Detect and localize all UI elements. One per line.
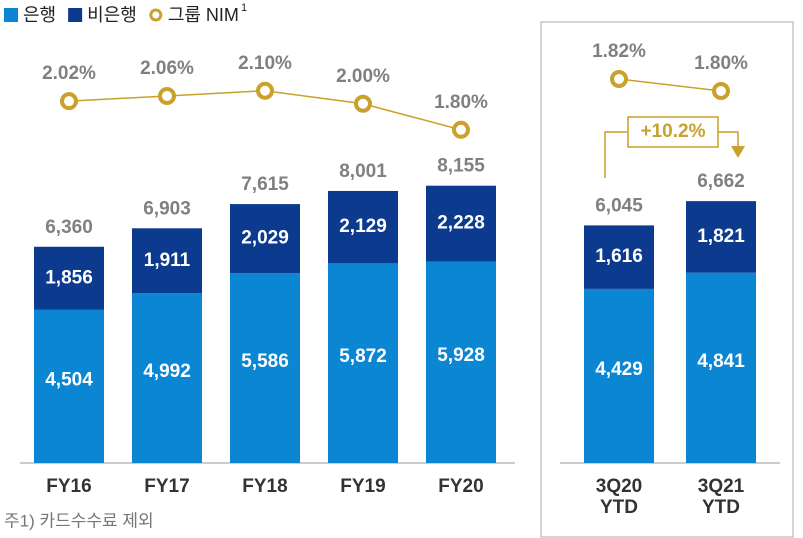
legend-swatch xyxy=(68,8,83,22)
x-tick-label: 3Q21 YTD xyxy=(698,476,745,518)
value-label: 5,586 xyxy=(241,351,289,372)
bar xyxy=(328,263,398,463)
value-label: 5,872 xyxy=(339,346,387,367)
x-tick-label: FY18 xyxy=(242,476,287,497)
x-tick-label: FY19 xyxy=(340,476,385,497)
legend-label: 그룹 NIM xyxy=(168,5,239,25)
bracket xyxy=(604,131,628,178)
total-label: 8,155 xyxy=(437,156,485,177)
bar xyxy=(230,273,300,463)
bar xyxy=(584,225,654,289)
bar xyxy=(34,309,104,463)
bar xyxy=(426,185,496,262)
bar xyxy=(328,190,398,264)
nim-label: 1.80% xyxy=(694,53,748,74)
total-label: 6,903 xyxy=(143,198,191,219)
value-label: 4,841 xyxy=(697,351,745,372)
nim-label: 1.82% xyxy=(592,41,646,62)
total-label: 6,045 xyxy=(595,195,643,216)
nim-label: 2.02% xyxy=(42,63,96,84)
legend-swatch xyxy=(149,8,163,22)
panel-frame xyxy=(540,21,794,538)
nim-marker xyxy=(158,86,176,105)
arrow-head xyxy=(731,146,745,158)
legend-note: 1 xyxy=(241,2,247,14)
value-label: 1,911 xyxy=(144,250,191,271)
nim-marker xyxy=(452,120,470,139)
x-tick-label: FY20 xyxy=(438,476,483,497)
value-label: 1,856 xyxy=(45,267,93,288)
value-label: 4,504 xyxy=(45,369,93,390)
x-tick-label: FY16 xyxy=(46,476,91,497)
nim-label: 2.06% xyxy=(140,58,194,79)
value-label: 1,616 xyxy=(595,246,643,267)
nim-marker xyxy=(60,92,78,111)
value-label: 2,228 xyxy=(437,213,485,234)
value-label: 1,821 xyxy=(697,226,745,247)
nim-line xyxy=(618,78,722,92)
total-label: 6,360 xyxy=(45,217,93,238)
nim-marker xyxy=(712,82,730,100)
nim-label: 1.80% xyxy=(434,92,488,113)
bar xyxy=(426,261,496,463)
legend-label: 비은행 xyxy=(87,5,137,25)
footnote: 주1) 카드수수료 제외 xyxy=(4,511,154,530)
bar xyxy=(686,201,756,273)
total-label: 7,615 xyxy=(241,174,289,195)
value-label: 5,928 xyxy=(437,345,485,366)
nim-label: 2.00% xyxy=(336,66,390,87)
annotation-box xyxy=(627,116,719,148)
legend-label: 은행 xyxy=(23,5,56,25)
nim-label: 2.10% xyxy=(238,53,292,74)
value-label: 4,429 xyxy=(595,359,643,380)
value-label: 4,992 xyxy=(143,361,191,382)
value-label: 2,029 xyxy=(241,228,289,249)
legend-swatch xyxy=(4,8,18,22)
bar xyxy=(34,246,104,310)
value-label: 2,129 xyxy=(339,216,387,237)
x-tick-label: 3Q20 YTD xyxy=(596,476,642,518)
total-label: 6,662 xyxy=(697,171,745,192)
bracket xyxy=(718,131,739,148)
nim-marker xyxy=(256,81,274,100)
total-label: 8,001 xyxy=(339,161,387,182)
x-tick-label: FY17 xyxy=(144,476,189,497)
bar xyxy=(584,288,654,463)
bar xyxy=(230,204,300,274)
nim-marker xyxy=(610,70,628,88)
bar xyxy=(132,228,202,294)
bar xyxy=(686,272,756,463)
bar xyxy=(132,293,202,463)
annotation: +10.2% xyxy=(641,121,706,142)
nim-marker xyxy=(354,94,372,113)
